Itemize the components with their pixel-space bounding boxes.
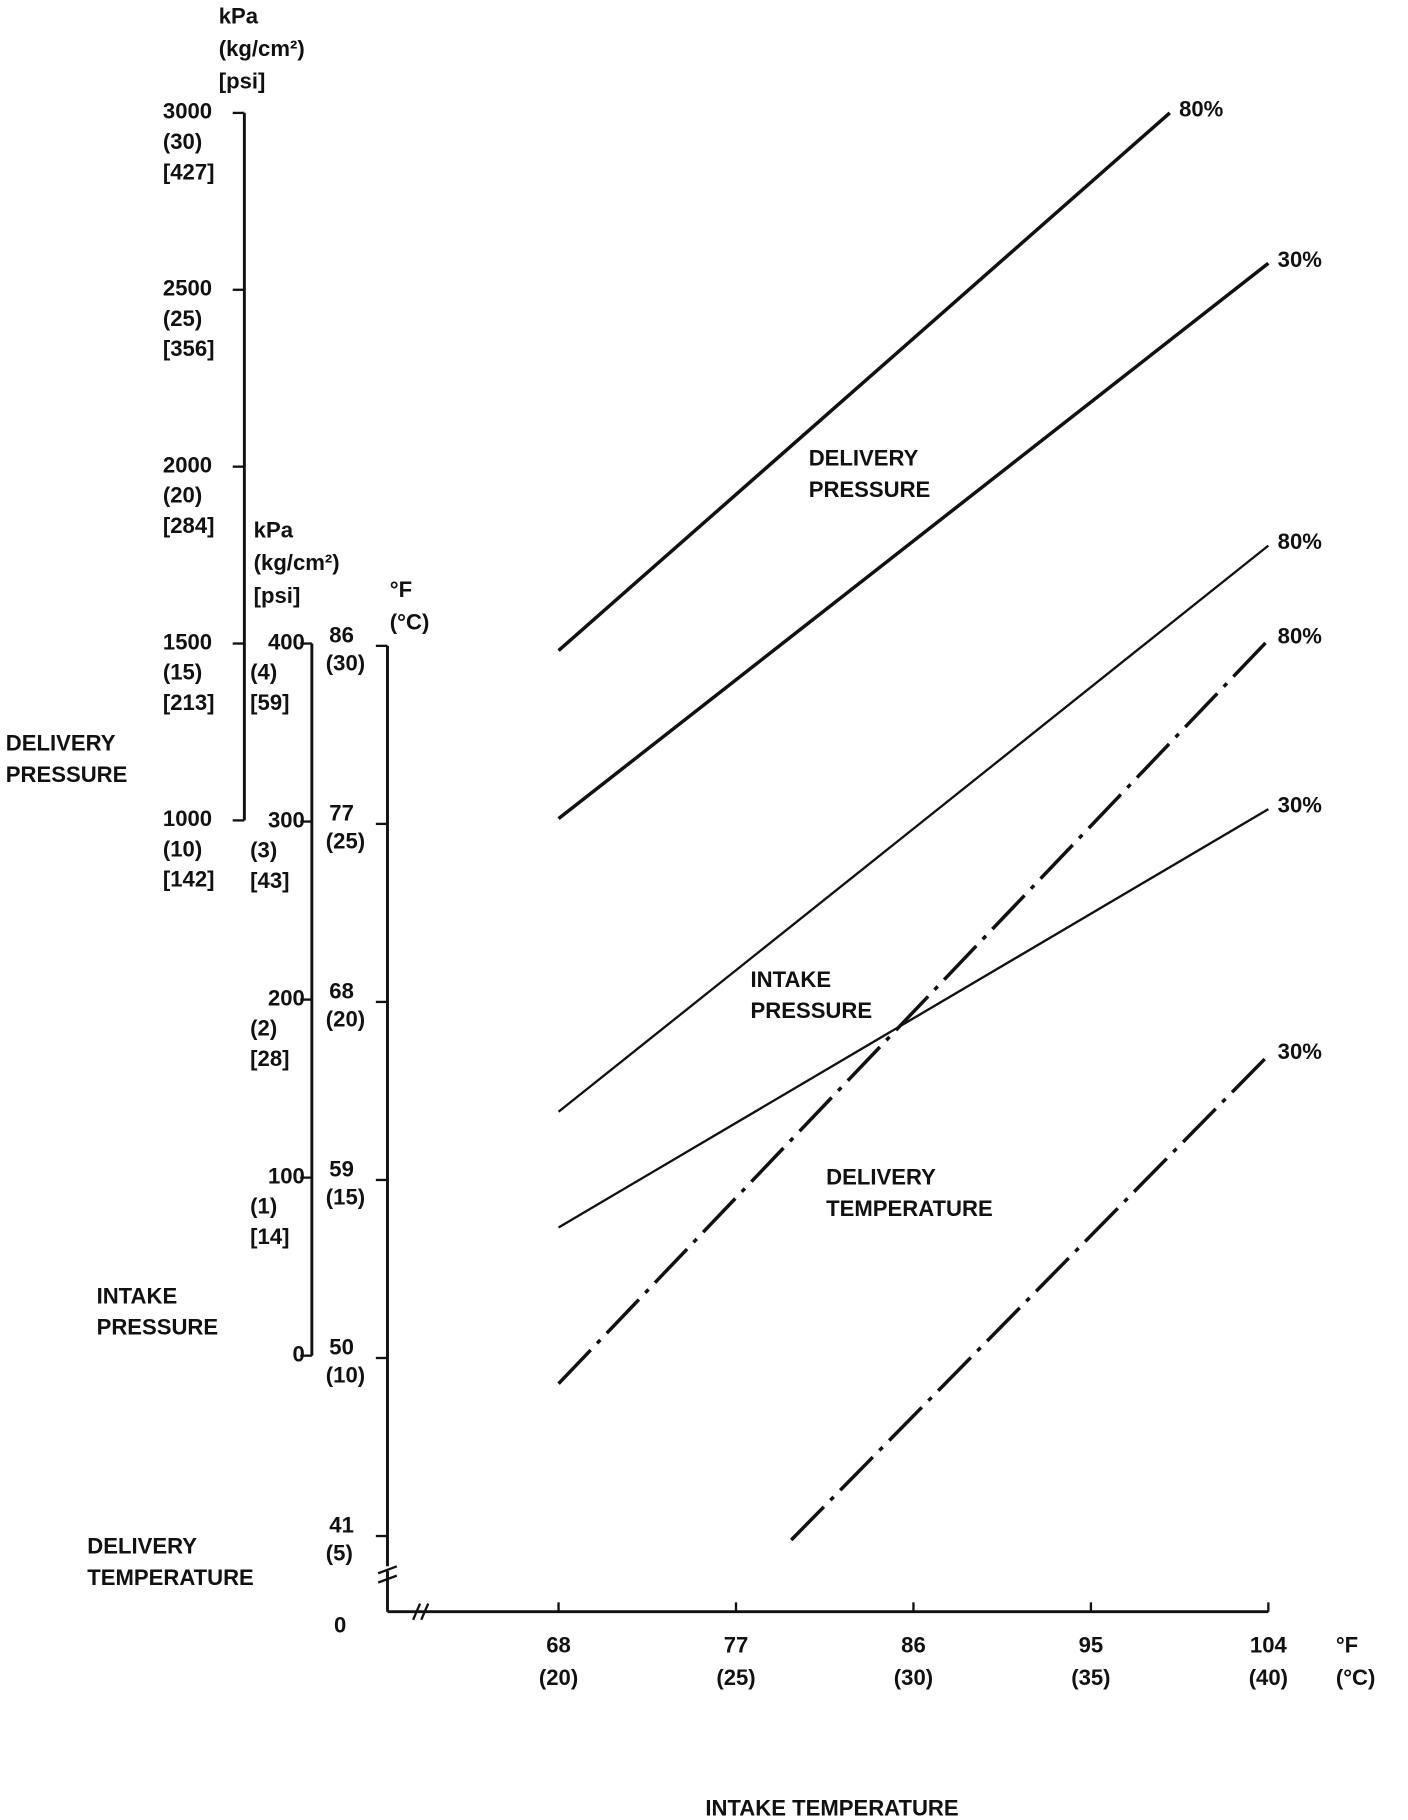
y-tick-sublabel: [356] <box>163 336 215 361</box>
annotation: DELIVERY <box>809 446 919 471</box>
y-tick-sublabel: (25) <box>326 828 365 853</box>
y-tick-sublabel: (10) <box>163 836 202 861</box>
y-units: (kg/cm²) <box>254 550 340 575</box>
annotation: INTAKE <box>751 967 832 992</box>
axis-break <box>377 1574 398 1584</box>
series-label: 80% <box>1278 529 1323 554</box>
y-tick-label: 68 <box>329 978 354 1003</box>
y-tick-sublabel: [43] <box>250 868 289 893</box>
y-tick-label: 2500 <box>163 276 212 301</box>
y-tick-label: 41 <box>329 1513 354 1538</box>
y-tick-sublabel: (3) <box>250 838 277 863</box>
series-line <box>557 261 1270 821</box>
y-tick-sublabel: [59] <box>250 690 289 715</box>
y-tick-sublabel: [14] <box>250 1224 289 1249</box>
series-label: 80% <box>1278 623 1323 648</box>
y-tick-sublabel: (2) <box>250 1016 277 1041</box>
series-label: 30% <box>1278 247 1323 272</box>
series-line <box>557 544 1270 1113</box>
annotation: PRESSURE <box>751 998 873 1023</box>
x-tick-sublabel: (30) <box>894 1665 933 1690</box>
series-label: 30% <box>1278 1039 1323 1064</box>
y-axis-title: DELIVERY <box>6 731 116 756</box>
y-units: °F <box>390 577 412 602</box>
axis-break <box>420 1603 430 1621</box>
y-tick-sublabel: (30) <box>163 129 202 154</box>
y-tick-label: 400 <box>268 629 305 654</box>
y-tick-label: 50 <box>329 1335 354 1360</box>
axis-break <box>412 1603 422 1621</box>
y-tick-sublabel: (10) <box>326 1362 365 1387</box>
x-units: °F <box>1336 1632 1358 1657</box>
y-tick-label: 300 <box>268 807 305 832</box>
y-tick-sublabel: (4) <box>250 660 277 685</box>
y-tick-label: 200 <box>268 985 305 1010</box>
y-units: [psi] <box>254 583 301 608</box>
y-tick-sublabel: [142] <box>163 867 215 892</box>
y-axis-title: DELIVERY <box>87 1534 197 1559</box>
series-label: 80% <box>1179 96 1224 121</box>
annotation: PRESSURE <box>809 477 931 502</box>
series-line <box>789 1054 1270 1542</box>
y-axis-title: PRESSURE <box>97 1315 219 1340</box>
y-units: kPa <box>219 3 259 28</box>
y-tick-sublabel: [427] <box>163 159 215 184</box>
x-tick-sublabel: (20) <box>539 1665 578 1690</box>
y-units: [psi] <box>219 68 266 93</box>
y-tick-sublabel: (20) <box>326 1006 365 1031</box>
x-units: (°C) <box>1336 1665 1376 1690</box>
x-tick-label: 86 <box>901 1632 926 1657</box>
axis-break <box>377 1565 398 1575</box>
y-tick-label: 3000 <box>163 99 212 124</box>
series-line <box>557 111 1171 652</box>
y-tick-sublabel: (15) <box>326 1184 365 1209</box>
y-axis-title: PRESSURE <box>6 762 128 787</box>
x-tick-label: 104 <box>1250 1632 1288 1657</box>
y-tick-sublabel: (30) <box>326 650 365 675</box>
y-tick-sublabel: (25) <box>163 306 202 331</box>
x-tick-sublabel: (35) <box>1071 1665 1110 1690</box>
x-tick-sublabel: (40) <box>1249 1665 1288 1690</box>
y-tick-sublabel: (20) <box>163 483 202 508</box>
x-tick-label: 95 <box>1079 1632 1104 1657</box>
y-units: (°C) <box>390 610 430 635</box>
y-tick-sublabel: (15) <box>163 660 202 685</box>
y-tick-sublabel: (5) <box>326 1540 353 1565</box>
annotation: TEMPERATURE <box>826 1196 993 1221</box>
series-label: 30% <box>1278 793 1323 818</box>
y-tick-sublabel: [284] <box>163 513 215 538</box>
x-tick-sublabel: (25) <box>716 1665 755 1690</box>
y-tick-sublabel: [213] <box>163 690 215 715</box>
y-tick-label: 86 <box>329 622 354 647</box>
x-tick-label: 68 <box>546 1632 571 1657</box>
y-units: kPa <box>254 518 294 543</box>
x-axis-title: INTAKE TEMPERATURE <box>705 1795 958 1820</box>
x-tick-label: 77 <box>724 1632 749 1657</box>
y-tick-label: 1000 <box>163 806 212 831</box>
y-tick-sublabel: (1) <box>250 1194 277 1219</box>
y-units: (kg/cm²) <box>219 36 305 61</box>
y-tick-label: 100 <box>268 1163 305 1188</box>
y-axis-title: INTAKE <box>97 1283 178 1308</box>
series-line <box>557 638 1270 1385</box>
annotation: DELIVERY <box>826 1165 936 1190</box>
y-tick-label: 77 <box>329 800 354 825</box>
y-tick-label: 0 <box>293 1342 305 1367</box>
series-line <box>557 808 1269 1229</box>
y-tick-label: 59 <box>329 1156 354 1181</box>
y-tick-sublabel: [28] <box>250 1046 289 1071</box>
y-tick-label: 1500 <box>163 629 212 654</box>
origin-label: 0 <box>334 1613 346 1638</box>
y-axis-title: TEMPERATURE <box>87 1565 254 1590</box>
y-tick-label: 2000 <box>163 452 212 477</box>
